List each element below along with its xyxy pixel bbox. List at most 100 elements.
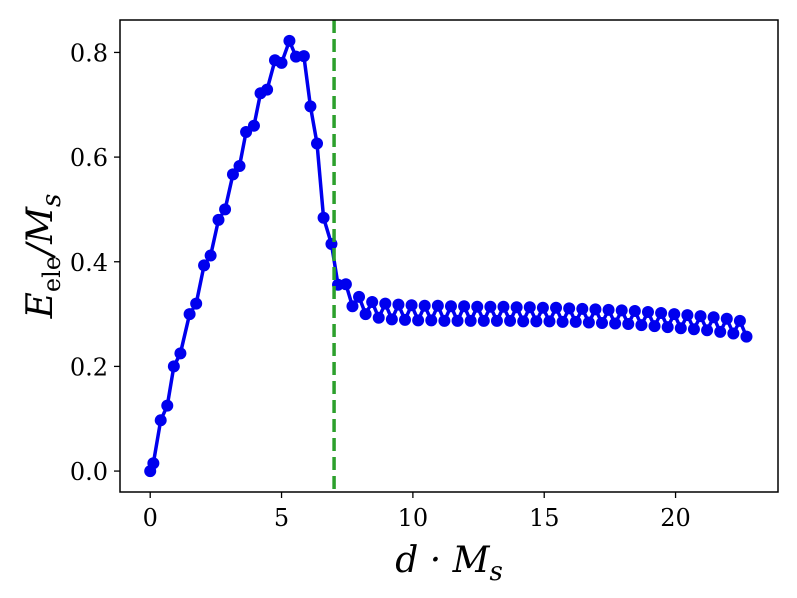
data-point xyxy=(556,315,569,328)
data-point xyxy=(297,50,310,63)
data-point xyxy=(550,301,563,314)
data-point xyxy=(219,203,232,216)
data-point xyxy=(275,56,288,69)
plot-background xyxy=(120,20,778,492)
data-point xyxy=(681,309,694,322)
data-point xyxy=(701,324,714,337)
tick-layer: 0 5 10 15 20 0.0 0.2 0.4 0.6 0.8 xyxy=(70,39,691,532)
data-point xyxy=(628,304,641,317)
data-layer xyxy=(144,20,753,492)
data-point xyxy=(504,314,517,327)
data-point xyxy=(707,311,720,324)
data-point xyxy=(154,414,167,427)
data-point xyxy=(517,315,530,328)
data-point xyxy=(471,300,484,313)
data-point xyxy=(444,300,457,313)
data-point xyxy=(661,321,674,334)
data-point xyxy=(490,314,503,327)
data-point xyxy=(385,313,398,326)
data-point xyxy=(190,297,203,310)
data-point xyxy=(740,330,753,343)
data-point xyxy=(622,318,635,331)
data-point xyxy=(477,314,490,327)
data-point xyxy=(576,302,589,315)
y-tick-label: 0.2 xyxy=(70,353,108,381)
data-point xyxy=(655,307,668,320)
data-point xyxy=(431,299,444,312)
data-point xyxy=(283,34,296,47)
x-tick-label: 5 xyxy=(274,504,289,532)
data-point xyxy=(167,360,180,373)
data-point xyxy=(399,313,411,326)
x-axis-label: d · Ms xyxy=(395,540,503,587)
data-point xyxy=(635,319,648,332)
data-point xyxy=(147,457,160,470)
data-point xyxy=(615,304,628,317)
data-point xyxy=(720,312,733,325)
data-point xyxy=(366,296,379,309)
data-point xyxy=(261,83,274,96)
data-point xyxy=(530,315,543,328)
data-point xyxy=(311,137,324,150)
data-point xyxy=(438,314,451,327)
data-point xyxy=(543,315,556,328)
data-point xyxy=(641,305,654,318)
data-point xyxy=(510,301,523,314)
data-point xyxy=(418,299,431,312)
data-point xyxy=(674,322,687,335)
data-point xyxy=(733,314,746,327)
data-point xyxy=(714,325,727,338)
data-point xyxy=(569,315,582,328)
x-tick-label: 20 xyxy=(660,504,691,532)
data-point xyxy=(596,316,609,329)
x-tick-label: 10 xyxy=(398,504,429,532)
svg-text:Eele/Ms: Eele/Ms xyxy=(20,194,67,320)
data-point xyxy=(161,399,174,412)
data-point xyxy=(304,100,317,113)
data-point xyxy=(379,297,392,310)
data-point xyxy=(609,317,622,330)
data-point xyxy=(458,300,471,313)
data-point xyxy=(346,300,359,313)
data-point xyxy=(212,213,225,226)
data-point xyxy=(563,302,576,315)
data-point xyxy=(183,308,196,321)
y-tick-label: 0.4 xyxy=(70,249,108,277)
data-point xyxy=(204,249,217,262)
data-point xyxy=(687,323,700,336)
data-point xyxy=(226,168,239,181)
data-point xyxy=(536,301,549,314)
data-point xyxy=(648,320,661,333)
data-point xyxy=(668,308,681,321)
data-point xyxy=(451,314,464,327)
data-point xyxy=(392,298,405,311)
data-point xyxy=(339,278,352,291)
data-point xyxy=(353,290,366,303)
y-axis-label: Eele/Ms xyxy=(20,194,67,320)
data-point xyxy=(484,300,497,313)
data-point xyxy=(694,310,707,323)
data-point xyxy=(589,303,602,316)
data-point xyxy=(198,259,211,272)
data-point xyxy=(233,160,246,172)
data-point xyxy=(497,300,510,313)
plot-frame xyxy=(119,19,779,493)
data-point xyxy=(359,308,372,321)
data-point xyxy=(405,299,418,312)
data-point xyxy=(174,347,187,360)
data-point xyxy=(727,327,740,340)
y-tick-label: 0.6 xyxy=(70,144,108,172)
data-point xyxy=(602,303,615,316)
x-tick-label: 15 xyxy=(529,504,560,532)
y-tick-label: 0.8 xyxy=(70,39,108,67)
data-point xyxy=(412,314,425,327)
data-point xyxy=(464,314,477,327)
data-point xyxy=(372,311,385,324)
data-point xyxy=(247,119,260,132)
y-tick-label: 0.0 xyxy=(70,458,108,486)
data-point xyxy=(317,211,330,224)
data-point xyxy=(582,316,595,329)
data-point xyxy=(425,314,438,327)
x-tick-label: 0 xyxy=(143,504,158,532)
